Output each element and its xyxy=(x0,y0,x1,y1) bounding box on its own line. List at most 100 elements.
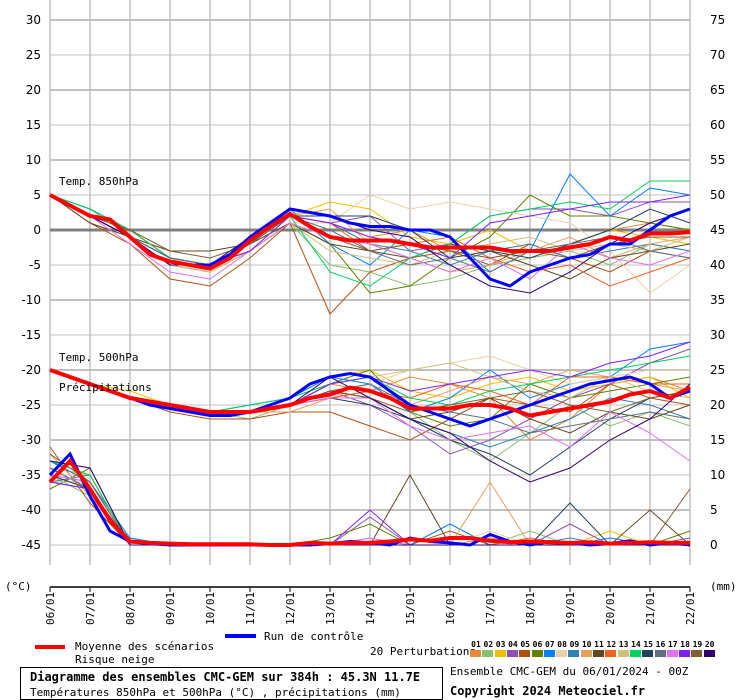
legend-perturbations-label: 20 Perturbations xyxy=(370,645,476,658)
t850-mean-line xyxy=(49,193,691,271)
left-unit: (°C) xyxy=(5,580,32,593)
perturbation-id: 11 xyxy=(594,640,604,649)
x-tick-label: 11/01 xyxy=(244,592,257,625)
left-tick-label: -45 xyxy=(21,538,41,552)
precip-mean-line xyxy=(48,457,690,547)
perturbation-id: 17 xyxy=(667,640,678,649)
perturbation-legend-item: 16 xyxy=(654,640,667,657)
perturbation-legend-item: 06 xyxy=(531,640,544,657)
perturbation-id: 07 xyxy=(544,640,555,649)
right-tick-label: 65 xyxy=(710,83,725,97)
x-tick-label: 06/01 xyxy=(44,592,57,625)
right-tick-label: 40 xyxy=(710,258,725,272)
right-tick-label: 30 xyxy=(710,328,725,342)
left-tick-label: 5 xyxy=(33,188,41,202)
perturbation-legend-item: 17 xyxy=(666,640,679,657)
perturbation-id: 19 xyxy=(692,640,703,649)
right-tick-label: 20 xyxy=(710,398,725,412)
right-tick-label: 10 xyxy=(710,468,725,482)
perturbation-id: 20 xyxy=(704,640,715,649)
right-tick-label: 45 xyxy=(710,223,725,237)
perturbation-legend-item: 19 xyxy=(691,640,703,657)
perturbation-legend-item: 12 xyxy=(605,640,617,657)
x-tick-label: 09/01 xyxy=(164,592,177,625)
perturbation-id: 02 xyxy=(483,640,494,649)
perturbation-id: 08 xyxy=(557,640,567,649)
left-tick-label: -15 xyxy=(21,328,41,342)
left-tick-label: -30 xyxy=(21,433,41,447)
perturbation-swatch xyxy=(482,650,494,657)
right-tick-label: 5 xyxy=(710,503,718,517)
t850-label: Temp. 850hPa xyxy=(59,175,139,188)
x-tick-label: 07/01 xyxy=(84,592,97,625)
perturbation-legend-item: 08 xyxy=(556,640,568,657)
perturbation-legend-item: 05 xyxy=(519,640,531,657)
x-tick-label: 15/01 xyxy=(404,592,417,625)
perturbation-swatch xyxy=(506,650,518,657)
perturbation-swatch xyxy=(543,650,555,657)
perturbation-legend-item: 18 xyxy=(679,640,691,657)
perturbation-legend-item: 09 xyxy=(568,640,580,657)
legend-control-label: Run de contrôle xyxy=(264,630,364,643)
chart-subtitle: Températures 850hPa et 500hPa (°C) , pré… xyxy=(30,686,401,699)
perturbation-id: 04 xyxy=(508,640,518,649)
legend-mean-label: Moyenne des scénarios xyxy=(75,640,215,653)
legend-mean-swatch xyxy=(35,645,65,649)
perturbation-legend-item: 07 xyxy=(543,640,556,657)
x-tick-label: 22/01 xyxy=(684,592,697,625)
perturbation-swatch xyxy=(666,650,678,657)
left-tick-label: 15 xyxy=(26,118,41,132)
perturbation-legend-item: 13 xyxy=(617,640,630,657)
legend-snow-label: Risque neige xyxy=(75,653,155,666)
perturbation-id: 18 xyxy=(680,640,690,649)
x-tick-label: 10/01 xyxy=(204,592,217,625)
perturbation-swatch xyxy=(691,650,703,657)
perturbation-legend-item: 02 xyxy=(482,640,494,657)
left-tick-label: -5 xyxy=(29,258,41,272)
perturbation-id: 12 xyxy=(606,640,617,649)
right-tick-label: 25 xyxy=(710,363,725,377)
right-tick-label: 60 xyxy=(710,118,725,132)
x-tick-label: 14/01 xyxy=(364,592,377,625)
perturbation-swatch xyxy=(568,650,580,657)
right-tick-label: 0 xyxy=(710,538,718,552)
t500-label: Temp. 500hPa xyxy=(59,351,139,364)
perturbation-id: 16 xyxy=(655,640,666,649)
perturbation-swatch xyxy=(654,650,666,657)
x-tick-label: 16/01 xyxy=(444,592,457,625)
perturbation-legend-item: 01 xyxy=(470,640,482,657)
perturbation-id: 15 xyxy=(643,640,653,649)
right-tick-label: 75 xyxy=(710,13,725,27)
perturbation-swatch xyxy=(494,650,506,657)
left-tick-label: -40 xyxy=(21,503,41,517)
perturbation-swatch xyxy=(593,650,604,657)
perturbation-swatch xyxy=(679,650,691,657)
t850-perturbation-14 xyxy=(49,180,690,287)
left-tick-label: 25 xyxy=(26,48,41,62)
left-tick-label: 20 xyxy=(26,83,41,97)
perturbation-id: 06 xyxy=(532,640,543,649)
t850-perturbation-17 xyxy=(49,194,691,280)
perturbation-swatch xyxy=(629,650,641,657)
perturbation-legend-item: 14 xyxy=(629,640,642,657)
x-tick-label: 20/01 xyxy=(604,592,617,625)
right-tick-label: 50 xyxy=(710,188,725,202)
left-tick-label: -35 xyxy=(21,468,41,482)
right-tick-label: 55 xyxy=(710,153,725,167)
perturbation-id: 14 xyxy=(631,640,641,649)
perturbation-swatch xyxy=(617,650,629,657)
perturbation-id: 01 xyxy=(471,640,481,649)
perturbation-legend-item: 11 xyxy=(593,640,605,657)
copyright: Copyright 2024 Meteociel.fr xyxy=(450,684,646,698)
perturbation-swatch xyxy=(531,650,543,657)
right-tick-label: 70 xyxy=(710,48,725,62)
perturbation-swatch xyxy=(703,650,715,657)
left-tick-label: -10 xyxy=(21,293,41,307)
precip-label: Précipitations xyxy=(59,381,152,394)
run-info: Ensemble CMC-GEM du 06/01/2024 - 00Z xyxy=(450,665,689,678)
perturbation-legend-item: 20 xyxy=(703,640,716,657)
x-tick-label: 17/01 xyxy=(484,592,497,625)
perturbation-legend-item: 04 xyxy=(506,640,519,657)
perturbation-swatch xyxy=(580,650,592,657)
